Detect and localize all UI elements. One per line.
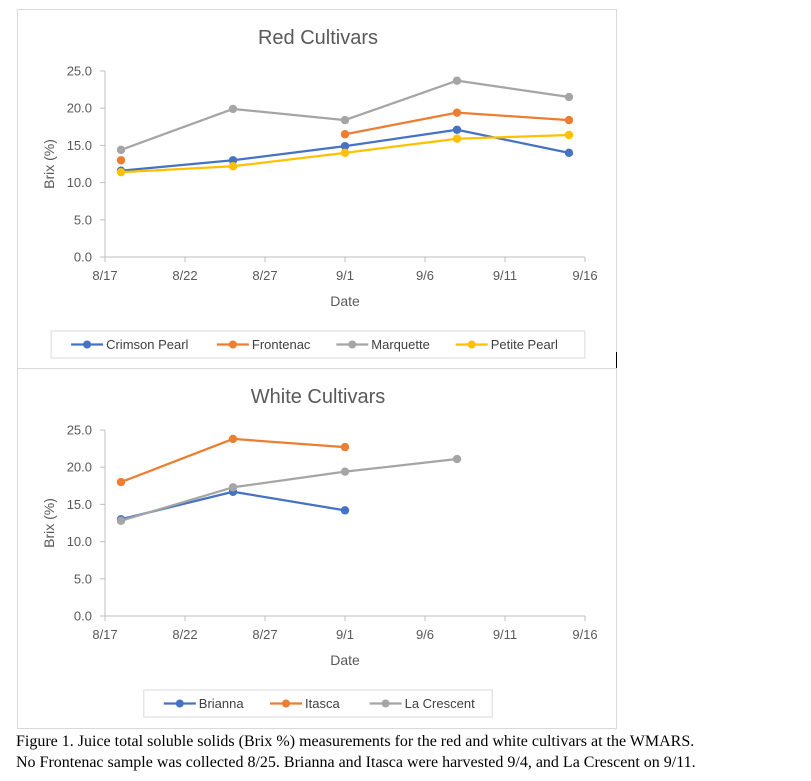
caption-line-2: No Frontenac sample was collected 8/25. … (16, 754, 696, 771)
legend-item-frontenac: Frontenac (216, 337, 311, 352)
y-tick-label: 10.0 (67, 534, 92, 549)
legend-label: La Crescent (405, 696, 475, 711)
series-brianna (116, 487, 350, 524)
legend-item-itasca: Itasca (270, 696, 340, 711)
data-point (564, 92, 574, 102)
x-tick-label: 8/17 (92, 268, 117, 283)
data-point (340, 442, 350, 452)
legend-marker (175, 699, 184, 708)
data-point (116, 156, 126, 165)
data-point (116, 145, 126, 155)
y-tick-label: 25.0 (67, 64, 92, 79)
legend-marker (83, 340, 92, 349)
x-tick-label: 9/6 (416, 627, 434, 642)
data-point (340, 130, 350, 139)
legend-box (143, 689, 493, 718)
data-point (564, 115, 574, 125)
x-tick-label: 9/11 (493, 627, 517, 642)
legend-item-crimson-pearl: Crimson Pearl (71, 337, 189, 352)
x-tick-label: 9/6 (416, 268, 434, 283)
legend-marker (381, 699, 390, 708)
x-tick-label: 8/22 (172, 268, 197, 283)
series-la-crescent (116, 454, 462, 525)
legend-item-marquette: Marquette (336, 337, 430, 352)
data-point (452, 134, 462, 143)
data-point (452, 125, 462, 134)
legend-item-petite-pearl: Petite Pearl (455, 337, 558, 352)
y-tick-label: 20.0 (67, 101, 92, 116)
x-tick-label: 9/16 (572, 627, 597, 642)
x-tick-label: 9/1 (336, 627, 354, 642)
series-marquette (116, 76, 574, 155)
legend-marker (348, 340, 357, 349)
chart-title: White Cultivars (251, 386, 385, 408)
y-axis-label: Brix (%) (41, 139, 57, 189)
x-tick-label: 8/22 (172, 627, 197, 642)
white-cultivars-chart: White Cultivars 0.0 5.0 10.0 15.0 20.0 25.0 8/1… (17, 369, 617, 729)
data-point (452, 108, 462, 117)
x-tick-label: 9/11 (493, 268, 517, 283)
series-line (120, 457, 458, 522)
legend-box (50, 330, 586, 359)
data-point (228, 156, 238, 165)
y-tick-label: 0.0 (74, 609, 92, 624)
y-axis-label: Brix (%) (41, 498, 57, 548)
data-point (116, 477, 126, 487)
x-axis-label: Date (330, 652, 360, 668)
y-tick-label: 15.0 (67, 138, 92, 153)
data-point (340, 141, 350, 151)
data-point (340, 506, 350, 515)
data-point (116, 516, 126, 525)
caption-line-1: Figure 1. Juice total soluble solids (Br… (16, 733, 695, 750)
data-point (564, 130, 574, 140)
x-axis-label: Date (330, 293, 360, 309)
y-tick-label: 15.0 (67, 497, 92, 512)
data-point (228, 162, 238, 171)
legend-marker (228, 340, 237, 349)
legend-label: Itasca (305, 696, 340, 711)
y-tick-label: 5.0 (74, 212, 92, 227)
legend-label: Petite Pearl (491, 337, 558, 352)
y-tick-label: 0.0 (74, 250, 92, 265)
y-tick-label: 20.0 (67, 460, 92, 475)
white-cultivars-svg: White Cultivars 0.0 5.0 10.0 15.0 20.0 25.0 8/1… (41, 386, 598, 718)
legend-label: Brianna (199, 696, 245, 711)
legend-marker (282, 699, 290, 708)
legend-item-la-crescent: La Crescent (369, 696, 475, 711)
red-cultivars-chart: Red Cultivars 0.0 5.0 10.0 15.0 20.0 25.0 8/17 8… (17, 9, 617, 369)
data-point (340, 148, 350, 158)
y-tick-label: 5.0 (74, 571, 92, 586)
series-frontenac (116, 108, 574, 165)
legend-label: Frontenac (252, 337, 311, 352)
legend-label: Marquette (371, 337, 430, 352)
x-tick-label: 8/27 (252, 268, 277, 283)
x-tick-label: 8/27 (252, 627, 277, 642)
data-point (228, 483, 238, 492)
x-tick-label: 9/1 (336, 268, 354, 283)
chart-title: Red Cultivars (258, 27, 378, 49)
legend-label: Crimson Pearl (106, 337, 188, 352)
series-itasca (116, 434, 350, 487)
data-point (452, 454, 462, 464)
y-tick-label: 10.0 (67, 175, 92, 190)
data-point (564, 148, 574, 158)
data-point (116, 167, 126, 177)
data-point (452, 76, 462, 85)
figure-caption: Figure 1. Juice total soluble solids (Br… (16, 731, 811, 773)
text-cursor (616, 352, 617, 368)
legend-item-brianna: Brianna (163, 696, 245, 711)
data-point (228, 434, 238, 444)
series-petite-pearl (116, 130, 574, 177)
x-tick-label: 8/17 (92, 627, 117, 642)
data-point (228, 104, 238, 114)
red-cultivars-svg: Red Cultivars 0.0 5.0 10.0 15.0 20.0 25.0 8/17 8… (41, 27, 598, 359)
legend-marker (467, 340, 476, 349)
data-point (340, 467, 350, 476)
y-tick-label: 25.0 (67, 423, 92, 438)
x-tick-label: 9/16 (572, 268, 597, 283)
data-point (340, 115, 350, 125)
